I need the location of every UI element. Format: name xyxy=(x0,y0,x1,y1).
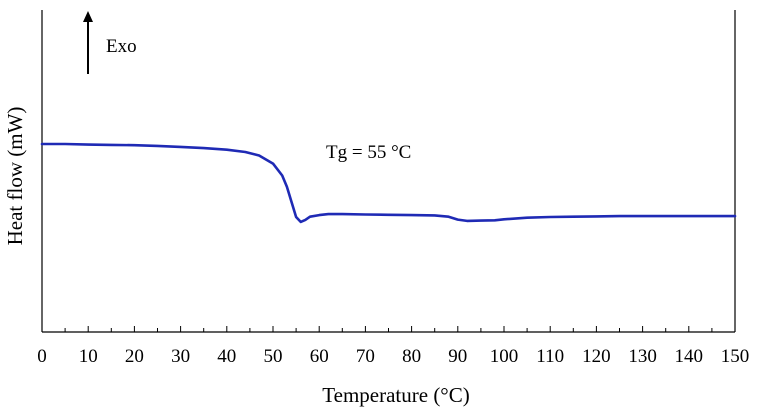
x-tick-label: 40 xyxy=(217,346,236,367)
x-tick-label: 140 xyxy=(675,346,704,367)
exo-label: Exo xyxy=(106,36,137,57)
x-axis-tick-labels: 0 10 20 30 40 50 60 70 80 90 100 110 120 130 140 150 xyxy=(37,346,749,367)
x-tick-label: 100 xyxy=(490,346,519,367)
x-axis-title: Temperature (°C) xyxy=(322,383,469,407)
x-tick-label: 0 xyxy=(37,346,47,367)
x-tick-label: 110 xyxy=(536,346,564,367)
x-tick-label: 120 xyxy=(582,346,611,367)
exo-arrow-head-icon xyxy=(83,11,93,22)
x-tick-label: 30 xyxy=(171,346,190,367)
y-axis-title: Heat flow (mW) xyxy=(3,107,27,246)
x-tick-label: 20 xyxy=(125,346,144,367)
x-tick-label: 80 xyxy=(402,346,421,367)
series-layer xyxy=(40,142,737,224)
x-tick-label: 150 xyxy=(721,346,750,367)
x-tick-label: 10 xyxy=(79,346,98,367)
x-tick-label: 90 xyxy=(448,346,467,367)
plot-frame xyxy=(41,10,736,333)
heat-flow-line xyxy=(40,142,737,224)
tg-annotation: Tg = 55 °C xyxy=(326,142,411,163)
x-tick-label: 50 xyxy=(264,346,283,367)
x-tick-label: 60 xyxy=(310,346,329,367)
exo-indicator: Exo xyxy=(83,11,137,74)
x-tick-label: 70 xyxy=(356,346,375,367)
x-tick-label: 130 xyxy=(628,346,657,367)
x-axis-ticks xyxy=(41,326,736,332)
